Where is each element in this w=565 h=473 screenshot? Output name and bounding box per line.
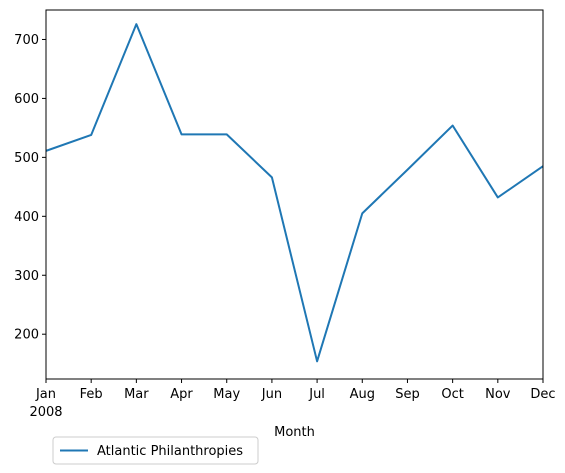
y-tick-label: 200 bbox=[14, 328, 39, 343]
x-axis-label: Month bbox=[274, 425, 315, 440]
x-tick-label: Dec bbox=[530, 387, 555, 402]
x-tick-label: Jul bbox=[308, 387, 325, 402]
legend-label: Atlantic Philanthropies bbox=[97, 444, 243, 459]
legend: Atlantic Philanthropies bbox=[52, 436, 259, 465]
plot-frame bbox=[45, 9, 544, 380]
x-tick-label: Mar bbox=[124, 387, 149, 402]
x-tick-label: Jun bbox=[261, 387, 282, 402]
x-tick-label: Nov bbox=[485, 387, 511, 402]
x-tick-label: Apr bbox=[170, 387, 193, 402]
y-axis: 200 300 400 500 600 700 bbox=[14, 33, 46, 343]
x-tick-label: Oct bbox=[441, 387, 463, 402]
series-line bbox=[45, 23, 544, 363]
x-tick-label: Feb bbox=[80, 387, 103, 402]
x-tick-label: Sep bbox=[395, 387, 420, 402]
x-axis: Jan Feb Mar Apr May Jun Jul Aug Sep Oct Nov Dec bbox=[35, 379, 556, 402]
x-tick-label: May bbox=[213, 387, 240, 402]
x-tick-label: Jan bbox=[35, 387, 56, 402]
legend-box bbox=[52, 436, 259, 465]
y-tick-label: 500 bbox=[14, 151, 39, 166]
y-tick-label: 300 bbox=[14, 269, 39, 284]
plot-area bbox=[45, 23, 544, 363]
x-year-label: 2008 bbox=[29, 405, 62, 420]
x-tick-label: Aug bbox=[350, 387, 375, 402]
y-tick-label: 700 bbox=[14, 33, 39, 48]
y-tick-label: 600 bbox=[14, 92, 39, 107]
y-tick-label: 400 bbox=[14, 210, 39, 225]
